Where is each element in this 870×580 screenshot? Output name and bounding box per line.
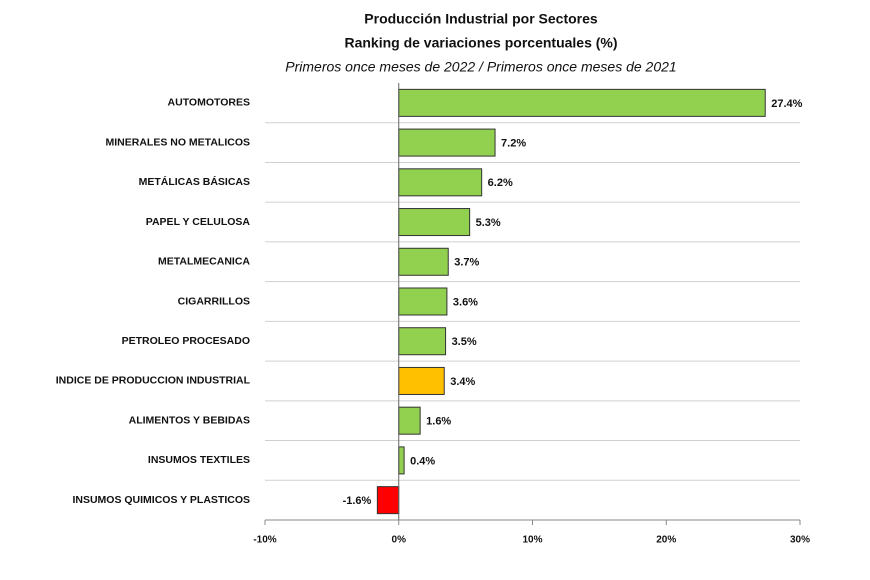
bar [376,486,400,515]
x-tick-label: 10% [522,535,542,546]
bar [398,88,766,117]
value-label: 3.7% [454,257,479,269]
value-label: 0.4% [410,455,435,467]
y-tick-label: CIGARRILLOS [178,295,250,307]
bar [398,208,471,237]
y-tick-label: METALMECANICA [158,256,250,268]
bar [398,247,449,276]
chart-subtitle: Ranking de variaciones porcentuales (%) [344,35,617,51]
x-tick-label: 20% [656,535,676,546]
y-tick-label: PAPEL Y CELULOSA [146,216,251,228]
bar [398,168,483,197]
bar [398,446,405,475]
y-tick-label: INSUMOS QUIMICOS Y PLASTICOS [72,494,250,506]
value-label: 7.2% [501,137,526,149]
chart-title: Producción Industrial por Sectores [364,11,598,27]
value-label: 3.6% [453,296,478,308]
y-tick-label: INSUMOS TEXTILES [148,454,250,466]
value-label: 3.4% [450,376,475,388]
bar [398,327,447,356]
value-label: 1.6% [426,416,451,428]
y-tick-label: ALIMENTOS Y BEBIDAS [129,414,250,426]
value-label: 5.3% [476,217,501,229]
x-tick-label: 0% [392,535,407,546]
bar [398,128,496,157]
x-tick-label: -10% [253,535,276,546]
chart-caption: Primeros once meses de 2022 / Primeros o… [285,59,676,75]
bar [398,287,448,316]
value-label: 3.5% [452,336,477,348]
bar [398,406,421,435]
y-tick-label: MINERALES NO METALICOS [106,136,250,148]
value-label: 27.4% [771,98,802,110]
value-label: 6.2% [488,177,513,189]
y-tick-label: METÁLICAS BÁSICAS [139,175,250,188]
x-tick-label: 30% [790,535,810,546]
y-tick-label: INDICE DE PRODUCCION INDUSTRIAL [56,375,251,387]
value-label: -1.6% [343,495,372,507]
y-tick-label: AUTOMOTORES [168,97,250,109]
y-tick-label: PETROLEO PROCESADO [122,335,250,347]
bar [398,366,445,395]
